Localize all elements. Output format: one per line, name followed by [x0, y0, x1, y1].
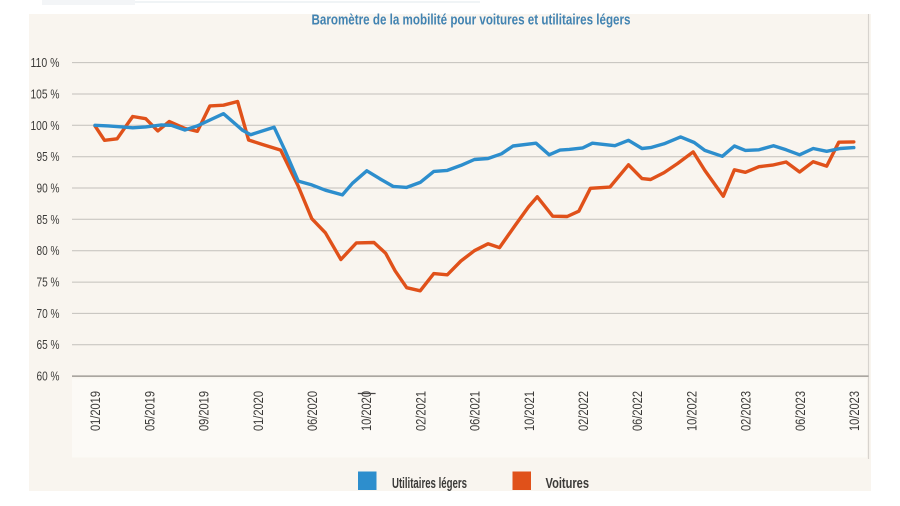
svg-text:06/2022: 06/2022 [630, 391, 645, 431]
svg-text:85 %: 85 % [37, 212, 60, 227]
svg-text:90 %: 90 % [37, 181, 60, 196]
svg-text:70 %: 70 % [37, 306, 60, 321]
svg-text:100 %: 100 % [31, 118, 60, 133]
svg-text:75 %: 75 % [37, 275, 60, 290]
svg-text:Utilitaires légers: Utilitaires légers [392, 476, 467, 492]
svg-text:02/2021: 02/2021 [413, 391, 428, 431]
svg-text:01/2020: 01/2020 [251, 391, 266, 431]
svg-text:Baromètre de la mobilité pour: Baromètre de la mobilité pour voitures e… [312, 12, 631, 29]
svg-text:01/2019: 01/2019 [88, 391, 103, 431]
svg-text:06/2020: 06/2020 [305, 391, 320, 431]
svg-text:10/2022: 10/2022 [684, 391, 699, 431]
svg-text:06/2021: 06/2021 [468, 391, 483, 431]
svg-text:09/2019: 09/2019 [197, 391, 212, 431]
svg-text:110 %: 110 % [31, 55, 60, 70]
svg-text:10/2020: 10/2020 [359, 391, 374, 431]
svg-text:05/2019: 05/2019 [142, 391, 157, 431]
svg-text:80 %: 80 % [37, 243, 60, 258]
svg-text:95 %: 95 % [37, 149, 60, 164]
svg-text:60 %: 60 % [37, 369, 60, 384]
svg-text:105 %: 105 % [31, 87, 60, 102]
svg-text:65 %: 65 % [37, 337, 60, 352]
svg-text:Voitures: Voitures [546, 476, 590, 492]
svg-text:02/2022: 02/2022 [576, 391, 591, 431]
svg-text:06/2023: 06/2023 [793, 391, 808, 431]
svg-text:10/2021: 10/2021 [522, 391, 537, 431]
svg-text:02/2023: 02/2023 [739, 391, 754, 431]
svg-text:10/2023: 10/2023 [847, 391, 862, 431]
